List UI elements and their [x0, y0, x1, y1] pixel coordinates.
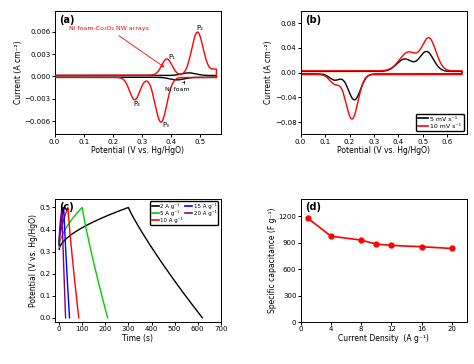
Legend: 2 A g⁻¹, 5 A g⁻¹, 10 A g⁻¹, 15 A g⁻¹, 20 A g⁻¹: 2 A g⁻¹, 5 A g⁻¹, 10 A g⁻¹, 15 A g⁻¹, 20… — [150, 201, 218, 225]
Legend: 5 mV s⁻¹, 10 mV s⁻¹: 5 mV s⁻¹, 10 mV s⁻¹ — [416, 114, 464, 131]
Text: P₄: P₄ — [134, 101, 141, 107]
Text: P₂: P₂ — [196, 25, 203, 31]
Y-axis label: Current (A cm⁻²): Current (A cm⁻²) — [14, 41, 23, 104]
Text: (b): (b) — [306, 15, 322, 25]
Text: (c): (c) — [60, 202, 74, 212]
X-axis label: Time (s): Time (s) — [122, 334, 153, 343]
Text: (a): (a) — [60, 15, 75, 25]
Text: Ni foam: Ni foam — [165, 82, 190, 92]
Text: Ni foam-Co₃O₄ NW arrays: Ni foam-Co₃O₄ NW arrays — [69, 26, 164, 67]
Y-axis label: Potential (V vs. Hg/HgO): Potential (V vs. Hg/HgO) — [29, 214, 38, 307]
X-axis label: Potential (V vs. Hg/HgO): Potential (V vs. Hg/HgO) — [91, 146, 184, 155]
Y-axis label: Current (A cm⁻²): Current (A cm⁻²) — [264, 41, 273, 104]
Text: (d): (d) — [306, 202, 321, 212]
X-axis label: Potential (V vs. Hg/HgO): Potential (V vs. Hg/HgO) — [337, 146, 430, 155]
Text: P₁: P₁ — [169, 54, 176, 60]
Y-axis label: Specific capacitance (F g⁻¹): Specific capacitance (F g⁻¹) — [268, 207, 277, 313]
X-axis label: Current Density  (A g⁻¹): Current Density (A g⁻¹) — [338, 334, 429, 343]
Text: P₃: P₃ — [163, 122, 169, 128]
